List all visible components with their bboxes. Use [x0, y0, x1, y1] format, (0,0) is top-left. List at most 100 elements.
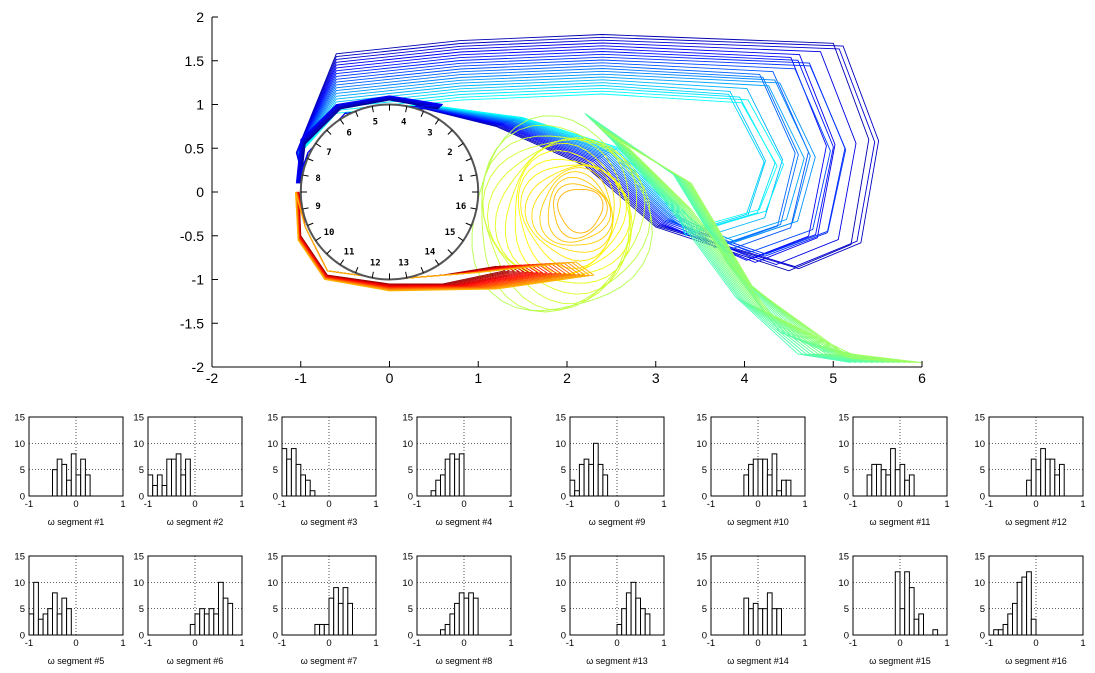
segment-label: 14 [425, 248, 436, 258]
y-tick-label: 0 [273, 631, 278, 642]
histogram-bar [472, 597, 479, 636]
histogram-caption: ω segment #7 [301, 656, 358, 666]
histogram-bar [748, 608, 754, 636]
segment-tick [307, 158, 314, 162]
histogram-bar [152, 484, 158, 497]
histogram-bar [588, 463, 594, 497]
histogram-bar [342, 587, 349, 636]
segment-tick [302, 207, 309, 210]
segment-label: 1 [458, 174, 463, 184]
histogram-bar [147, 474, 154, 497]
histogram-bar [904, 571, 910, 636]
y-tick-label: 0.5 [185, 140, 205, 156]
y-tick-label: 15 [974, 552, 985, 563]
segment-tick [465, 222, 472, 226]
histogram-bar [286, 458, 292, 497]
y-tick-label: 5 [20, 604, 25, 615]
x-tick-label: 0 [326, 638, 331, 649]
segment-tick [302, 174, 309, 177]
segment-tick [326, 249, 332, 255]
histogram-bar [347, 602, 353, 636]
y-tick-label: 0 [139, 492, 144, 503]
segment-label: 11 [344, 248, 355, 258]
segment-label: 10 [324, 228, 335, 238]
contour-line [589, 118, 873, 364]
histogram-caption: ω segment #15 [869, 656, 931, 666]
histogram-bar [161, 484, 168, 497]
segment-label: 2 [447, 148, 452, 158]
y-tick-label: -0.5 [180, 228, 204, 244]
histogram-bar [70, 453, 77, 497]
segment-label: 4 [401, 118, 407, 128]
y-tick-label: 15 [838, 552, 849, 563]
segment-tick [434, 259, 440, 266]
y-tick-label: 10 [696, 439, 707, 450]
histogram-bar [762, 458, 768, 497]
x-tick-label: 0 [897, 499, 902, 510]
y-tick-label: 5 [561, 465, 566, 476]
histogram-bar [771, 453, 778, 497]
contour-line [591, 119, 879, 364]
contour-line [585, 114, 857, 364]
segment-tick [434, 118, 440, 125]
histogram-bar [203, 613, 210, 636]
y-tick-label: 15 [555, 413, 566, 424]
y-tick-label: 5 [844, 465, 849, 476]
histogram-bar [908, 474, 915, 497]
x-tick-label: 1 [1080, 638, 1085, 649]
y-tick-label: 10 [133, 439, 144, 450]
histogram-bar [743, 474, 750, 497]
x-tick-label: -1 [849, 638, 857, 649]
contour-line [598, 126, 906, 364]
histogram-caption: ω segment #4 [436, 517, 493, 527]
histogram-bar [866, 474, 873, 497]
segment-tick [326, 129, 332, 135]
histogram-bar [440, 629, 446, 636]
histogram-bar [781, 479, 787, 497]
y-tick-label: 10 [838, 578, 849, 589]
histogram-bar [430, 490, 437, 497]
histogram-bar [218, 581, 224, 636]
histogram-caption: ω segment #16 [1005, 656, 1067, 666]
segment-label: 16 [455, 202, 466, 212]
histogram-bar [748, 463, 754, 497]
y-tick-label: 15 [133, 552, 144, 563]
x-tick-label: -1 [25, 499, 33, 510]
y-tick-label: 15 [696, 552, 707, 563]
x-tick-label: -2 [206, 370, 219, 386]
y-tick-label: 10 [267, 578, 278, 589]
x-tick-label: 1 [661, 638, 666, 649]
x-tick-label: -1 [985, 638, 993, 649]
y-tick-label: 0 [139, 631, 144, 642]
histogram-caption: ω segment #14 [727, 656, 789, 666]
segment-tick [405, 271, 408, 278]
contour-line [588, 116, 868, 364]
x-tick-label: 0 [755, 499, 760, 510]
segment-tick [447, 249, 453, 255]
y-tick-label: -2 [192, 359, 205, 375]
histogram-bar [156, 474, 163, 497]
x-tick-label: 1 [802, 499, 807, 510]
histogram-bar [1002, 623, 1009, 636]
y-tick-label: 5 [139, 465, 144, 476]
histogram-bar [997, 629, 1004, 636]
y-tick-label: 15 [838, 413, 849, 424]
x-tick-label: 3 [652, 370, 660, 386]
y-tick-label: 5 [844, 604, 849, 615]
histogram-caption: ω segment #11 [870, 517, 931, 527]
contour-line [481, 124, 652, 313]
histogram-bar [309, 490, 316, 497]
x-tick-label: 0 [461, 499, 466, 510]
histogram-caption: ω segment #9 [589, 517, 646, 527]
x-tick-label: 1 [508, 499, 513, 510]
histogram-bar [1021, 576, 1028, 636]
histogram-bar [227, 602, 234, 636]
x-tick-label: 0 [1033, 499, 1038, 510]
contour-line [600, 129, 917, 364]
y-tick-label: 15 [133, 413, 144, 424]
